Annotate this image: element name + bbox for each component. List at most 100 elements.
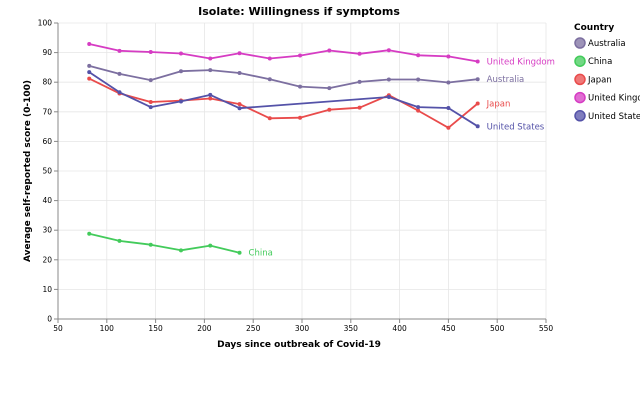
data-point <box>446 105 451 110</box>
data-point <box>237 71 242 76</box>
legend-swatch <box>574 37 586 49</box>
x-tick-label: 300 <box>295 324 310 333</box>
legend-item-united-states: United States <box>574 110 640 122</box>
series-line-united-states <box>88 71 479 128</box>
series-end-label-united-states: United States <box>487 122 545 132</box>
data-point <box>327 107 332 112</box>
legend-swatch <box>574 110 586 122</box>
legend-item-japan: Japan <box>574 73 612 86</box>
data-point <box>148 50 153 55</box>
data-point <box>298 53 303 58</box>
legend-label: United States <box>588 112 640 122</box>
series-layer <box>87 42 480 255</box>
legend-item-australia: Australia <box>574 37 626 49</box>
y-tick-label: 30 <box>42 226 52 235</box>
data-point <box>87 76 92 81</box>
data-point <box>446 125 451 130</box>
y-tick-label: 50 <box>42 167 52 176</box>
legend-swatch <box>574 55 586 67</box>
y-tick-label: 100 <box>38 19 53 28</box>
y-tick-label: 60 <box>42 137 52 146</box>
data-point <box>357 105 362 110</box>
data-point <box>475 101 480 106</box>
data-point <box>237 250 242 255</box>
x-tick-label: 150 <box>148 324 163 333</box>
grid <box>57 22 547 320</box>
legend-title: Country <box>574 23 614 33</box>
series-line-australia <box>88 65 478 89</box>
data-point <box>357 51 362 56</box>
x-tick-label: 450 <box>441 324 456 333</box>
data-point <box>87 63 92 68</box>
data-point <box>208 243 213 248</box>
legend-label: Japan <box>587 75 612 85</box>
legend-item-china: China <box>574 55 612 67</box>
data-point <box>357 79 362 84</box>
series-line-japan <box>88 77 479 129</box>
x-tick-label: 100 <box>100 324 115 333</box>
series-end-label-australia: Australia <box>487 75 525 85</box>
data-point <box>298 115 303 120</box>
legend-label: United Kingdom <box>588 94 640 104</box>
data-point <box>117 90 122 95</box>
data-point <box>87 70 92 75</box>
x-tick-label: 350 <box>344 324 359 333</box>
data-point <box>237 106 242 111</box>
x-tick-label: 250 <box>246 324 261 333</box>
data-point <box>178 99 183 104</box>
data-point <box>178 248 183 253</box>
y-tick-label: 0 <box>47 315 52 324</box>
data-point <box>117 71 122 76</box>
legend: Country Australia China Japan United Kingdo… <box>574 23 640 122</box>
data-point <box>475 77 480 82</box>
series-line-china <box>88 232 240 254</box>
x-axis-title: Days since outbreak of Covid-19 <box>217 340 381 350</box>
series-japan <box>87 76 480 130</box>
data-point <box>237 102 242 107</box>
legend-swatch <box>574 73 586 86</box>
data-point <box>298 84 303 89</box>
data-point <box>446 54 451 59</box>
series-line-united-kingdom <box>89 43 478 63</box>
x-tick-label: 550 <box>539 324 554 333</box>
data-point <box>267 77 272 82</box>
y-tick-label: 20 <box>42 255 52 264</box>
legend-items: Australia China Japan United Kingdom United … <box>574 37 640 122</box>
data-point <box>327 48 332 53</box>
x-tick-label: 500 <box>490 324 505 333</box>
series-united-kingdom <box>87 42 480 64</box>
x-tick-label: 400 <box>392 324 407 333</box>
data-point <box>148 105 153 110</box>
series-china <box>87 231 242 255</box>
x-tick-label: 200 <box>197 324 212 333</box>
legend-swatch <box>574 91 586 104</box>
data-point <box>208 92 213 97</box>
data-point <box>208 96 213 101</box>
data-point <box>148 78 153 83</box>
y-tick-label: 10 <box>42 285 52 294</box>
data-point <box>267 116 272 121</box>
data-point <box>208 68 213 73</box>
data-point <box>416 77 421 82</box>
data-point <box>117 238 122 243</box>
data-point <box>148 242 153 247</box>
data-point <box>475 124 480 129</box>
data-point <box>237 51 242 56</box>
legend-label: Australia <box>588 39 626 49</box>
axes: 50 100 150 200 250 300 350 400 450 500 550 0 10 20 30 4… <box>38 19 554 334</box>
x-tick-label: 50 <box>53 324 63 333</box>
y-tick-label: 90 <box>42 48 52 57</box>
series-end-labels: Australia China Japan United Kingdom United … <box>249 57 555 258</box>
data-point <box>416 53 421 58</box>
y-tick-label: 70 <box>42 107 52 116</box>
data-point <box>148 100 153 105</box>
y-tick-label: 40 <box>42 196 52 205</box>
legend-label: China <box>588 57 612 67</box>
data-point <box>267 56 272 61</box>
data-point <box>117 48 122 53</box>
data-point <box>475 59 480 64</box>
series-end-label-china: China <box>249 249 273 259</box>
data-point <box>416 105 421 110</box>
data-point <box>446 80 451 85</box>
